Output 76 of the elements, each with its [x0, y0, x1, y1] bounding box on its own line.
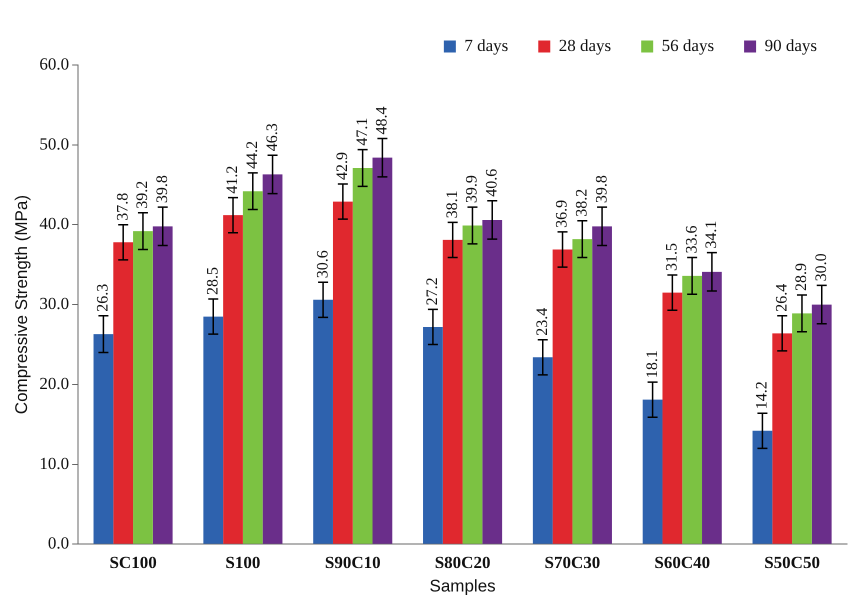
bar	[442, 240, 463, 544]
y-tick-label: 60.0	[39, 54, 70, 74]
bar	[792, 313, 812, 544]
bar	[592, 226, 612, 544]
data-label: 18.1	[644, 350, 661, 378]
data-label: 38.1	[444, 190, 461, 218]
data-label: 36.9	[554, 200, 571, 228]
data-label: 39.2	[134, 180, 152, 209]
data-label: 41.2	[224, 166, 242, 194]
x-tick-label: S60C40	[654, 552, 710, 572]
y-tick-label: 0.0	[48, 534, 70, 553]
y-tick-label: 50.0	[39, 134, 70, 154]
y-tick-label: 20.0	[39, 374, 70, 393]
bar	[552, 249, 572, 544]
bar	[642, 400, 662, 544]
data-label: 38.2	[574, 188, 590, 217]
bar	[262, 174, 282, 544]
bar	[662, 292, 682, 544]
data-label: 30.0	[812, 253, 830, 282]
x-tick-label: SC100	[109, 552, 157, 572]
bar	[242, 191, 263, 544]
bar	[352, 168, 373, 544]
data-label: 37.8	[114, 192, 132, 221]
legend-label: 7 days	[464, 36, 508, 55]
y-tick-label: 40.0	[39, 214, 70, 234]
legend-label: 56 days	[662, 36, 714, 55]
data-label: 46.3	[264, 123, 281, 152]
bar	[772, 333, 792, 544]
data-label: 23.4	[534, 308, 551, 336]
x-tick-label: S100	[225, 552, 260, 572]
data-label: 28.9	[793, 263, 810, 292]
bar	[423, 326, 443, 544]
legend-label: 28 days	[558, 36, 612, 55]
data-label: 44.2	[244, 140, 261, 169]
data-label: 48.4	[374, 106, 391, 134]
bar	[462, 226, 482, 544]
bar	[812, 304, 832, 544]
bar	[133, 231, 153, 544]
y-tick-label: 10.0	[39, 454, 70, 473]
x-tick-label: S50C50	[764, 552, 820, 572]
bar	[482, 220, 502, 544]
data-label: 31.5	[664, 243, 681, 272]
data-label: 39.8	[154, 175, 171, 204]
bar	[203, 316, 224, 544]
data-label: 27.2	[424, 277, 442, 306]
y-axis-title: Compressive Strength (MPa)	[12, 195, 31, 414]
data-label: 28.5	[204, 267, 222, 296]
bar	[152, 226, 173, 544]
data-label: 26.3	[94, 284, 112, 312]
data-label: 30.6	[314, 250, 332, 278]
bar	[94, 334, 114, 544]
legend-label: 90 days	[764, 36, 818, 55]
data-label: 14.2	[754, 381, 771, 410]
bar	[223, 215, 243, 544]
data-label: 42.9	[334, 152, 352, 180]
bar	[702, 272, 722, 544]
x-tick-label: S90C10	[324, 552, 381, 572]
bar	[372, 158, 392, 544]
data-label: 33.6	[683, 225, 700, 254]
bar	[113, 242, 134, 544]
bar	[682, 276, 702, 544]
bar	[332, 202, 353, 544]
data-label: 34.1	[703, 220, 720, 249]
x-axis-title: Samples	[430, 576, 496, 596]
bar	[572, 239, 592, 544]
data-label: 40.6	[483, 168, 500, 197]
data-label: 39.8	[593, 175, 610, 204]
bar	[313, 300, 333, 544]
data-label: 39.9	[464, 175, 481, 204]
data-label: 26.4	[773, 284, 790, 312]
x-tick-label: S70C30	[544, 552, 600, 572]
bar	[532, 357, 553, 544]
bar	[752, 430, 772, 544]
data-label: 47.1	[354, 118, 371, 146]
x-tick-label: S80C20	[434, 552, 490, 572]
y-tick-label: 30.0	[39, 294, 70, 314]
